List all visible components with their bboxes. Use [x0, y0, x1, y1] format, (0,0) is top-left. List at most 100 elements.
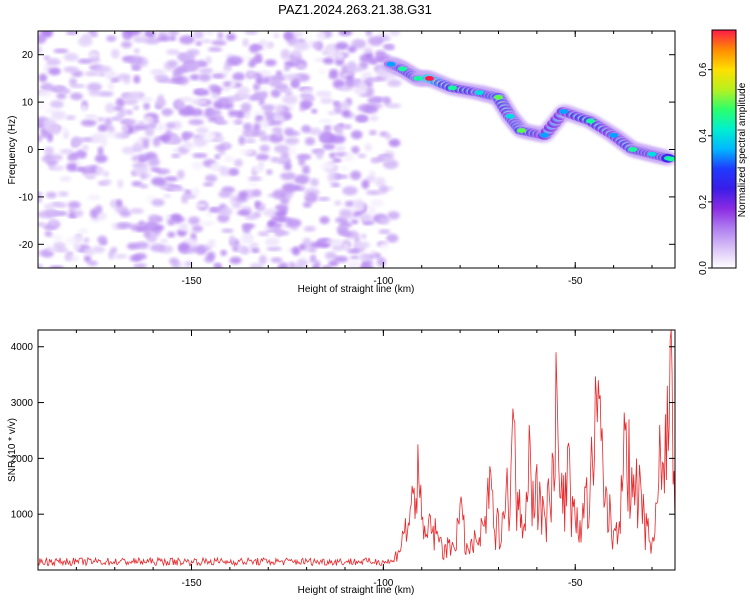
- noise-blob: [259, 144, 270, 153]
- noise-blob: [264, 109, 274, 118]
- noise-blob: [321, 265, 332, 268]
- noise-blob: [316, 31, 327, 41]
- noise-blob: [291, 78, 300, 88]
- noise-blob: [56, 92, 67, 100]
- noise-blob: [288, 261, 296, 268]
- noise-blob: [142, 138, 150, 149]
- noise-blob: [164, 215, 172, 221]
- noise-blob: [188, 119, 204, 126]
- noise-blob: [342, 186, 358, 196]
- noise-blob: [198, 73, 211, 82]
- noise-blob: [266, 169, 273, 175]
- noise-blob: [366, 86, 375, 96]
- noise-blob: [135, 241, 149, 249]
- noise-blob: [239, 149, 255, 155]
- noise-blob: [133, 105, 140, 111]
- noise-blob: [223, 156, 234, 163]
- noise-blob: [331, 182, 341, 188]
- noise-blob: [367, 96, 382, 105]
- colorbar-label: Normalized spectral amplitude: [737, 82, 748, 217]
- noise-blob: [167, 59, 179, 68]
- noise-blob: [58, 191, 69, 197]
- noise-blob: [233, 122, 241, 132]
- noise-blob: [139, 184, 149, 189]
- noise-blob: [253, 123, 261, 133]
- noise-blob: [232, 72, 245, 81]
- noise-blob: [73, 241, 82, 251]
- noise-blob: [214, 136, 225, 143]
- noise-blob: [208, 109, 222, 117]
- noise-blob: [207, 46, 223, 52]
- noise-blob: [237, 190, 248, 200]
- noise-blob: [63, 66, 79, 73]
- snr-x-ticks: -150 -100 -50: [37, 330, 653, 589]
- noise-blob: [179, 35, 195, 45]
- noise-blob: [56, 202, 68, 208]
- noise-blob: [328, 260, 339, 267]
- signal-peak: [505, 113, 515, 119]
- noise-blob: [157, 35, 171, 42]
- noise-blob: [333, 255, 349, 263]
- noise-blob: [201, 39, 212, 44]
- noise-blob: [61, 126, 68, 134]
- noise-blob: [341, 64, 349, 72]
- noise-blob: [360, 233, 367, 239]
- noise-blob: [208, 84, 219, 91]
- noise-blob: [291, 246, 301, 256]
- noise-blob: [284, 137, 300, 145]
- noise-blob: [365, 190, 382, 196]
- noise-blob: [327, 110, 336, 116]
- noise-blob: [249, 262, 264, 268]
- noise-blob: [359, 253, 371, 262]
- noise-blob: [104, 117, 113, 127]
- noise-blob: [44, 108, 56, 113]
- noise-blob: [346, 260, 361, 268]
- noise-blob: [177, 52, 186, 59]
- noise-blob: [278, 87, 293, 93]
- noise-blob: [72, 234, 85, 244]
- noise-blob: [132, 65, 141, 71]
- noise-blob: [110, 48, 120, 59]
- noise-blob: [339, 210, 352, 218]
- noise-blob: [97, 212, 107, 221]
- noise-blob: [220, 249, 227, 257]
- noise-blob: [178, 96, 194, 103]
- noise-blob: [257, 231, 270, 237]
- noise-blob: [367, 36, 384, 46]
- noise-blob: [150, 69, 166, 75]
- noise-blob: [283, 161, 292, 171]
- noise-blob: [270, 217, 287, 222]
- noise-blob: [49, 100, 64, 109]
- y-tick-label: -20: [19, 240, 34, 251]
- noise-blob: [317, 196, 331, 202]
- snr-series-line: [38, 330, 675, 567]
- noise-blob: [261, 104, 276, 111]
- noise-blob: [264, 59, 277, 67]
- noise-blob: [302, 165, 311, 175]
- noise-blob: [208, 132, 216, 139]
- noise-blob: [289, 145, 297, 155]
- noise-blob: [160, 133, 170, 143]
- colorbar-tick-label: 0.0: [698, 261, 709, 275]
- noise-blob: [216, 102, 230, 109]
- noise-blob: [270, 257, 283, 263]
- noise-blob: [159, 238, 169, 244]
- noise-blob: [298, 244, 306, 250]
- noise-blob: [335, 125, 344, 136]
- noise-blob: [133, 263, 147, 268]
- signal-peak: [474, 90, 484, 96]
- noise-blob: [335, 151, 346, 157]
- noise-blob: [143, 229, 152, 238]
- noise-blob: [214, 144, 227, 151]
- noise-blob: [106, 35, 117, 42]
- noise-blob: [129, 208, 144, 214]
- noise-blob: [169, 35, 177, 42]
- noise-blob: [353, 199, 365, 209]
- noise-blob: [340, 166, 349, 171]
- noise-blob: [95, 65, 112, 74]
- noise-blob: [67, 201, 81, 209]
- noise-blob: [98, 72, 106, 77]
- noise-blob: [283, 66, 291, 72]
- noise-blob: [114, 253, 128, 259]
